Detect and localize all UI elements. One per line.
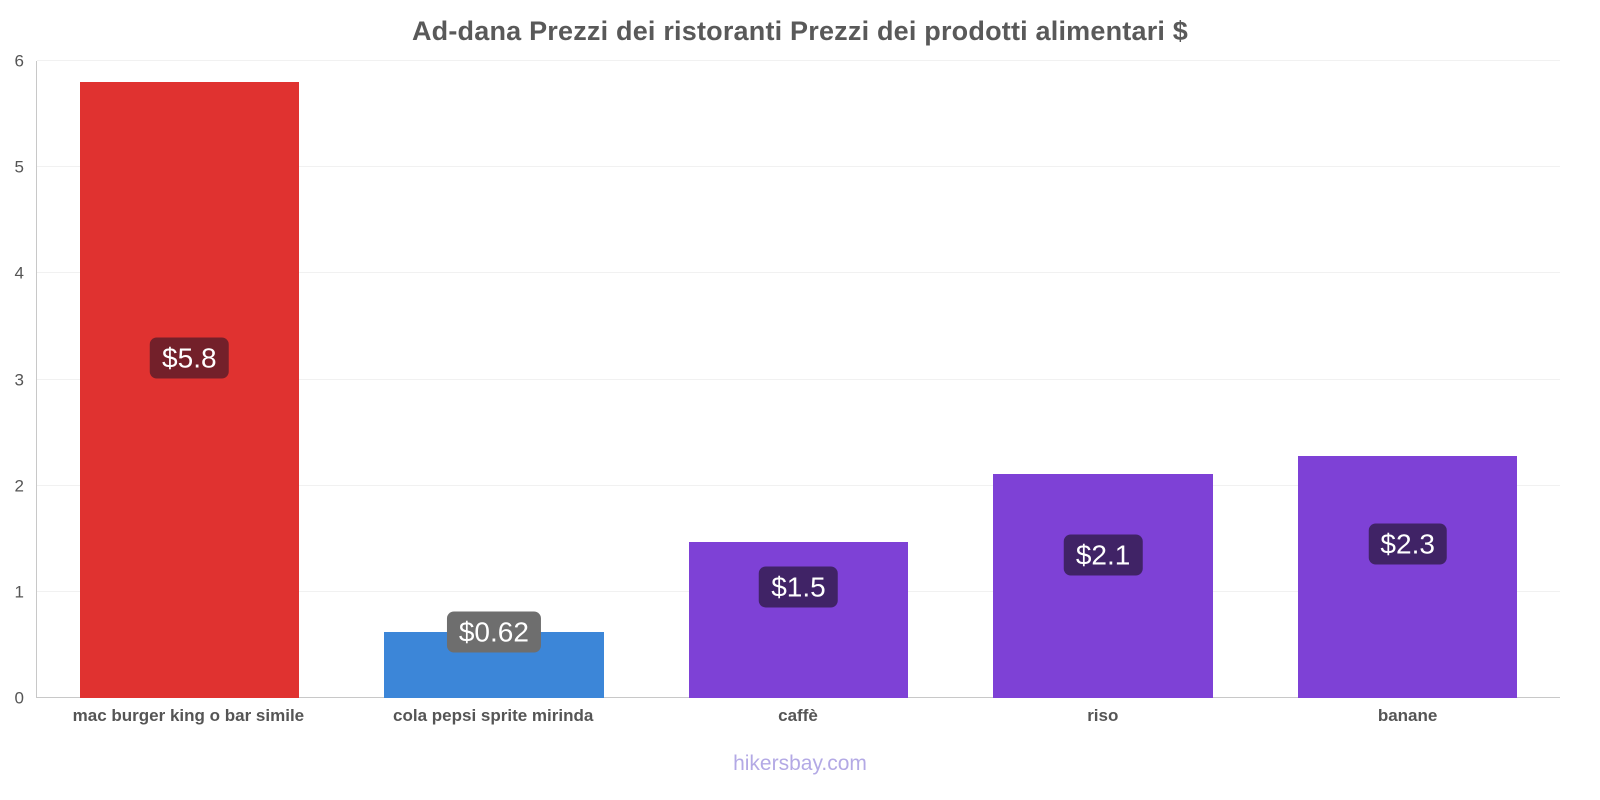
bar-value-label: $2.3: [1368, 523, 1447, 565]
x-category-label: cola pepsi sprite mirinda: [393, 706, 594, 725]
gridline: [37, 272, 1560, 274]
y-tick-label: 0: [14, 688, 24, 708]
bar: [79, 82, 299, 698]
chart-title: Ad-dana Prezzi dei ristoranti Prezzi dei…: [411, 16, 1189, 46]
y-axis: 0 1 2 3 4 5 6: [4, 53, 32, 707]
y-tick-label: 5: [14, 157, 24, 177]
bar-value-label: $2.1: [1063, 534, 1143, 576]
x-axis-labels: mac burger king o bar simile cola pepsi s…: [36, 706, 1560, 726]
y-tick-label: 2: [14, 476, 24, 496]
hikersbay-link[interactable]: hikersbay.com: [733, 752, 867, 775]
bar-group: $5.8: [37, 61, 342, 698]
plot-area: $5.8 $0.62 $1.5 $2.1 $2.3: [36, 60, 1560, 698]
bar-group: $1.5: [646, 61, 951, 698]
y-tick-label: 4: [14, 263, 24, 283]
x-category-label: mac burger king o bar simile: [72, 706, 305, 725]
y-tick-label: 3: [14, 370, 24, 389]
chart-area: 0 1 2 3 4 5 6 $5.8 $0.62 $1.5 $2.1 $2.3: [15, 53, 1560, 707]
bar-series: $5.8 $0.62 $1.5 $2.1 $2.3: [37, 61, 1560, 698]
bar-group: $2.1: [951, 61, 1256, 698]
y-tick-label: 6: [14, 51, 24, 71]
bar-group: $0.62: [342, 61, 647, 698]
x-category-label: banane: [1377, 706, 1438, 725]
gridline: [37, 484, 1560, 486]
chart-page: Ad-dana Prezzi dei ristoranti Prezzi dei…: [0, 16, 1600, 776]
footer: hikersbay.com: [0, 752, 1600, 776]
bar-value-label: $1.5: [759, 566, 838, 608]
gridline: [37, 166, 1560, 168]
bar-group: $2.3: [1255, 61, 1560, 698]
bar-value-label: $5.8: [150, 337, 229, 379]
y-tick-label: 1: [14, 582, 24, 602]
bar-value-label: $0.62: [446, 611, 541, 653]
bar: [1298, 455, 1518, 698]
bar: [993, 474, 1213, 698]
gridline: [37, 378, 1560, 380]
x-category-label: caffè: [778, 706, 818, 725]
x-category-label: riso: [1087, 706, 1119, 725]
gridline: [37, 60, 1560, 61]
